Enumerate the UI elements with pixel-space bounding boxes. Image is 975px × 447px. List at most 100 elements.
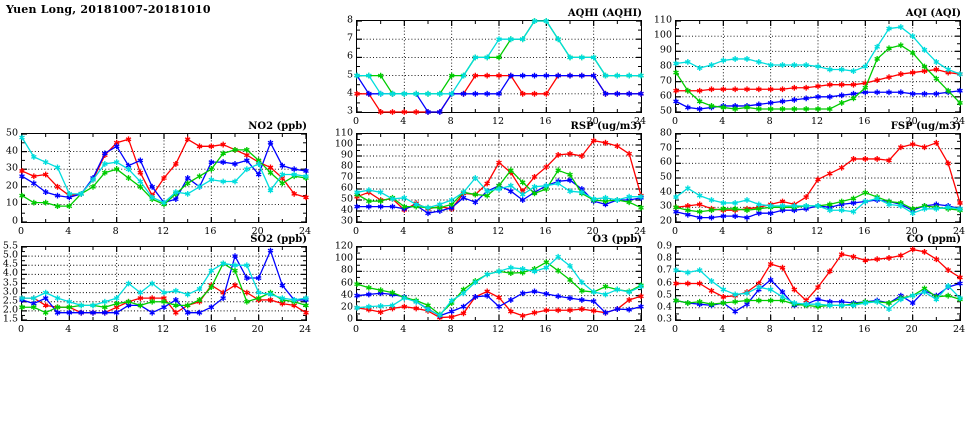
y-axis-tick-label: 70 [340,171,353,183]
x-axis-tick-label: 20 [905,226,918,237]
chart-panel-aqi: AQI (AQI) 50 60 70 80 90 100 110 0 4 8 12 16 20 24 [654,8,965,127]
x-axis-tick-label: 8 [447,324,454,335]
x-axis-tick-label: 24 [633,324,647,335]
chart-title: FSP (ug/m3) [890,121,961,132]
chart-panel-rsp: RSP (ug/m3) 30 40 50 60 70 80 90 100 110 0 4 8 12 16 2… [335,121,646,237]
y-axis-tick-label: 50 [659,105,672,117]
x-axis-tick-label: 4 [719,226,726,237]
chart-title: AQI (AQI) [905,8,961,19]
x-axis-tick-label: 12 [810,226,824,237]
y-axis-tick-label: 0.4 [656,301,672,313]
x-axis-tick-label: 20 [586,324,599,335]
chart-panel-co: CO (ppm) 0.3 0.4 0.5 0.6 0.7 0.8 0.9 0 4 8 12 16 20 2… [657,234,965,335]
y-axis-tick-label: 120 [334,240,353,252]
x-axis-tick-label: 24 [952,226,966,237]
x-axis-tick-label: 4 [65,324,72,335]
y-axis-tick-label: 6 [346,50,353,62]
plot-area [673,20,963,113]
y-axis-tick-label: 0.7 [656,264,672,276]
plot-area [673,246,963,321]
y-axis-tick-label: 3.0 [2,286,18,298]
y-axis-tick-label: 110 [334,127,353,139]
x-axis-tick-label: 0 [17,226,25,237]
x-axis-tick-label: 0 [352,116,360,127]
x-axis-tick-label: 16 [539,324,552,335]
x-axis-tick-label: 0 [671,116,679,127]
x-axis-tick-label: 16 [858,116,871,127]
x-axis-tick-label: 24 [633,226,647,237]
chart-panel-fsp: FSP (ug/m3) 20 30 40 50 60 70 80 0 4 8 12 16 20 24 [660,121,965,237]
y-axis-tick-label: 90 [340,149,353,161]
plot-svg [19,246,309,321]
x-axis-tick-label: 16 [858,226,871,237]
y-axis-tick-label: 50 [659,171,672,183]
plot-svg [673,246,963,321]
x-axis-tick-label: 24 [633,116,647,127]
y-axis-tick-label: 5.0 [2,249,18,261]
y-axis-tick-label: 50 [5,127,18,139]
y-axis-tick-label: 2.5 [2,295,18,307]
chart-panel-so2: SO2 (ppb) 1.5 2.0 2.5 3.0 3.5 4.0 4.5 5.0 5.5 0 4 8… [3,234,311,335]
plot-area [19,246,309,321]
chart-title: AQHI (AQHI) [567,8,642,19]
chart-panel-no2: NO2 (ppb) 0 10 20 30 40 50 0 4 8 12 16 20 24 [6,121,311,237]
y-axis-tick-label: 40 [5,145,18,157]
x-axis-tick-label: 8 [112,324,119,335]
y-axis-tick-label: 4.5 [2,258,18,270]
x-axis-tick-label: 8 [766,324,773,335]
y-axis-tick-label: 90 [659,44,672,56]
y-axis-tick-label: 0 [11,215,18,227]
y-axis-tick-label: 7 [346,32,353,44]
x-axis-tick-label: 4 [65,226,72,237]
y-axis-tick-label: 30 [659,200,672,212]
chart-title: SO2 (ppb) [250,234,307,245]
chart-title: CO (ppm) [906,234,961,245]
y-axis-tick-label: 4.0 [2,267,18,279]
y-axis-tick-label: 8 [346,14,353,26]
x-axis-tick-label: 0 [352,226,360,237]
x-axis-tick-label: 12 [810,324,824,335]
x-axis-tick-label: 24 [952,116,966,127]
x-axis-tick-label: 24 [298,324,312,335]
x-axis-tick-label: 16 [204,324,217,335]
y-axis-tick-label: 100 [334,252,353,264]
x-axis-tick-label: 8 [447,116,454,127]
chart-panel-aqhi: AQHI (AQHI) 3 4 5 6 7 8 0 4 8 12 16 20 24 [347,8,646,127]
y-axis-tick-label: 0.3 [656,313,672,325]
y-axis-tick-label: 70 [659,75,672,87]
x-axis-tick-label: 20 [586,226,599,237]
y-axis-tick-label: 70 [659,142,672,154]
plot-area [354,246,644,321]
plot-svg [19,133,309,223]
y-axis-tick-label: 20 [5,180,18,192]
chart-title: RSP (ug/m3) [570,121,642,132]
y-axis-tick-label: 2.0 [2,304,18,316]
y-axis-tick-label: 5.5 [2,240,18,252]
y-axis-tick-label: 0 [346,313,353,325]
plot-area [673,133,963,223]
plot-svg [354,133,644,223]
y-axis-tick-label: 80 [340,264,353,276]
page-title: Yuen Long, 20181007-20181010 [6,3,211,16]
y-axis-tick-label: 3 [346,105,353,117]
x-axis-tick-label: 4 [719,116,726,127]
y-axis-tick-label: 100 [653,29,672,41]
x-axis-tick-label: 16 [204,226,217,237]
y-axis-tick-label: 5 [346,69,353,81]
plot-svg [354,18,644,115]
y-axis-tick-label: 3.5 [2,277,18,288]
x-axis-tick-label: 20 [251,324,264,335]
plot-svg [673,20,963,113]
y-axis-tick-label: 0.5 [656,289,672,301]
x-axis-tick-label: 12 [491,116,505,127]
x-axis-tick-label: 24 [298,226,312,237]
y-axis-tick-label: 60 [340,182,353,194]
x-axis-tick-label: 16 [539,116,552,127]
y-axis-tick-label: 0.6 [656,277,672,288]
x-axis-tick-label: 4 [400,226,407,237]
y-axis-tick-label: 60 [340,277,353,288]
x-axis-tick-label: 12 [156,324,170,335]
x-axis-tick-label: 12 [491,324,505,335]
x-axis-tick-label: 0 [671,324,679,335]
chart-title: NO2 (ppb) [248,121,307,132]
